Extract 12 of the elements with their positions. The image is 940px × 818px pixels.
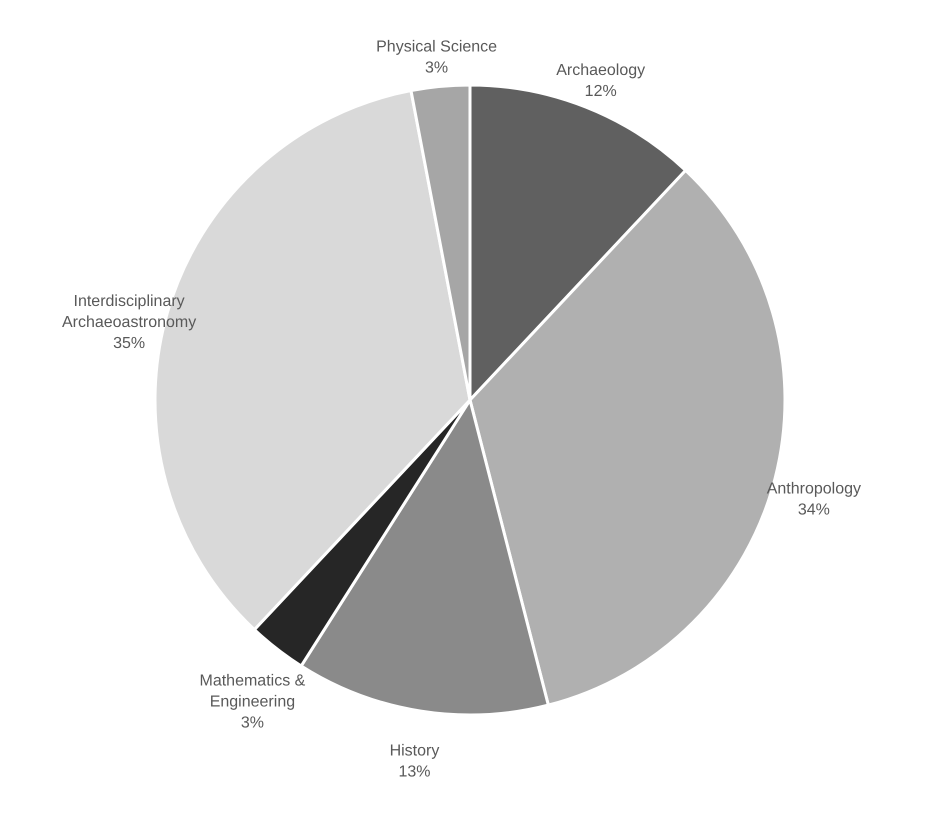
data-label: 34% [798,501,830,518]
slice-label: History [390,742,440,760]
data-label: 13% [398,764,430,781]
data-label: 12% [584,82,617,100]
data-label: 3% [425,60,448,77]
slice-label: Interdisciplinary Archaeoastronomy [62,292,196,331]
data-label: 3% [240,714,264,732]
slice-label: Mathematics & Engineering [200,672,306,711]
slice-label: Archaeology [556,62,646,79]
data-label: 35% [113,334,146,352]
slice-label: Anthropology [766,480,861,498]
slice-label: Physical Science [376,38,498,56]
